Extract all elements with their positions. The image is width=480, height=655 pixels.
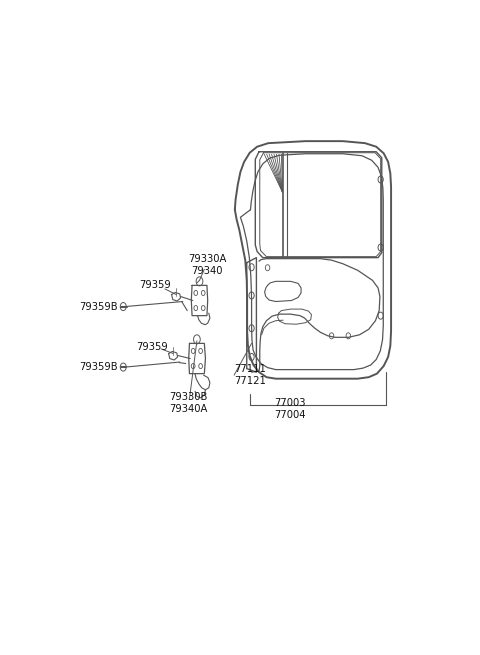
Text: 79330B
79340A: 79330B 79340A xyxy=(169,392,207,415)
Text: 79359B: 79359B xyxy=(79,301,118,312)
Text: 77111
77121: 77111 77121 xyxy=(234,364,266,386)
Text: 79359: 79359 xyxy=(139,280,171,290)
Text: 79359B: 79359B xyxy=(79,362,118,372)
Text: 79330A
79340: 79330A 79340 xyxy=(188,254,226,276)
Text: 79359: 79359 xyxy=(136,343,168,352)
Text: 77003
77004: 77003 77004 xyxy=(274,398,305,420)
